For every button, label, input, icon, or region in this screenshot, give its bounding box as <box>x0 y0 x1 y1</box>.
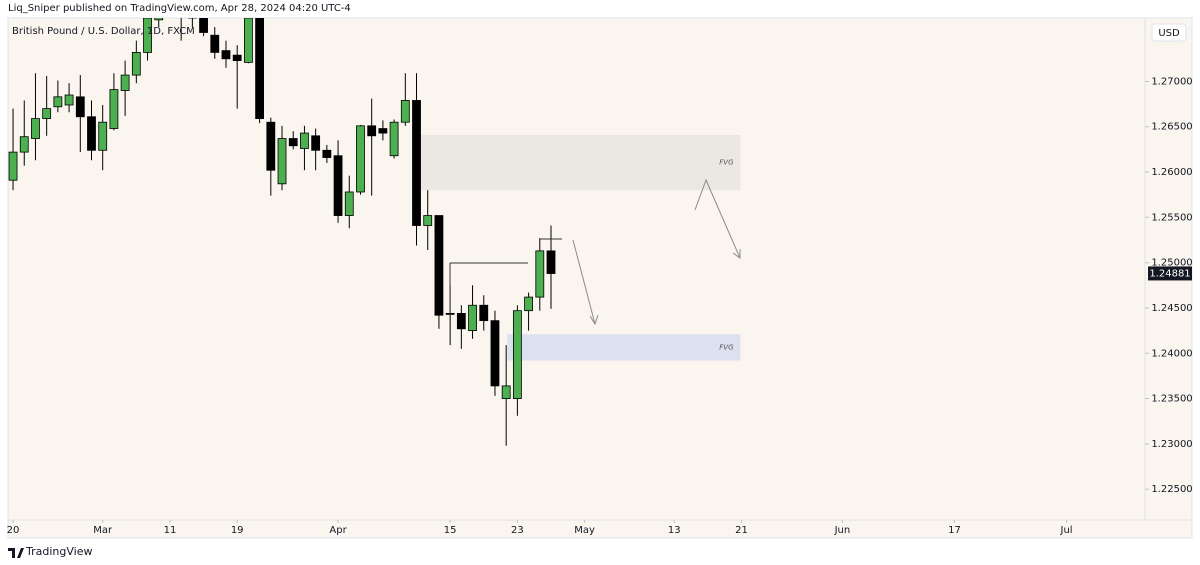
drawings <box>449 178 741 326</box>
candle-body <box>512 310 522 399</box>
candle-body <box>166 0 174 9</box>
plot-area: FVG FVG <box>8 0 741 446</box>
y-tick-label: 1.27000 <box>1151 76 1192 87</box>
x-tick-label: 23 <box>511 525 524 536</box>
candle-body <box>199 18 208 33</box>
candle-body <box>423 215 433 226</box>
chart: FVG FVG British Pound / U.S. Dollar, 1D, … <box>7 0 1193 539</box>
footer-brand: TradingView <box>26 545 93 558</box>
candle-body <box>42 108 52 119</box>
fvg-zone <box>507 334 741 361</box>
candle-body <box>210 34 220 53</box>
x-tick-label: 20 <box>7 525 20 536</box>
y-tick-label: 1.23000 <box>1151 439 1192 450</box>
candle-body <box>19 136 29 153</box>
currency-button[interactable] <box>1151 23 1187 42</box>
candle-body <box>322 149 332 158</box>
fvg-label: FVG <box>719 159 734 167</box>
x-tick-label: 19 <box>231 525 244 536</box>
candle-body <box>300 132 309 149</box>
x-tick-label: Apr <box>329 525 347 536</box>
candle-body <box>177 0 185 9</box>
currency-label[interactable]: USD <box>1158 28 1180 39</box>
arrow <box>694 178 741 259</box>
candle-body <box>333 155 343 216</box>
x-tick-label: Jun <box>834 525 851 536</box>
last-price-tag <box>1148 266 1192 281</box>
logo <box>8 548 24 558</box>
candle-body <box>524 296 533 312</box>
y-tick-label: 1.22500 <box>1151 484 1192 495</box>
y-tick-label: 1.25000 <box>1151 258 1192 269</box>
candle-body <box>221 50 231 60</box>
last-price-label: 1.24881 <box>1149 268 1190 279</box>
y-tick-label: 1.24500 <box>1151 303 1192 314</box>
publish-info: Liq_Sniper published on TradingView.com,… <box>8 3 351 14</box>
candle-body <box>154 18 164 21</box>
x-tick-label: 17 <box>948 525 961 536</box>
arrow <box>572 239 599 326</box>
candle-body <box>187 18 197 19</box>
y-tick-label: 1.24000 <box>1151 348 1192 359</box>
candle-body <box>367 125 377 137</box>
symbol-legend: British Pound / U.S. Dollar, 1D, FXCM <box>12 26 195 37</box>
fvg-zone <box>419 134 741 191</box>
candle-body <box>53 96 63 108</box>
chart-background <box>7 17 1193 539</box>
fvg-label: FVG <box>719 343 734 351</box>
candle-body <box>400 100 410 123</box>
x-tick-label: Jul <box>1060 525 1073 536</box>
candle-body <box>468 304 477 332</box>
y-tick-label: 1.26000 <box>1151 167 1192 178</box>
y-tick-label: 1.25500 <box>1151 212 1192 223</box>
candle-body <box>479 304 489 322</box>
candle-body <box>98 121 108 151</box>
candle-body <box>266 121 276 171</box>
candle-body <box>75 96 85 118</box>
candle-body <box>412 100 421 226</box>
candle-body <box>356 125 365 193</box>
candle-body <box>535 250 545 298</box>
candle-body <box>456 313 466 330</box>
candle-body <box>389 121 399 157</box>
candle-body <box>490 320 500 387</box>
candle-body <box>255 18 265 119</box>
candle-body <box>288 138 298 147</box>
candle-body <box>143 18 152 53</box>
candle-body <box>87 116 96 151</box>
candle-body <box>131 52 141 76</box>
candle-body <box>277 138 287 185</box>
candle-body <box>244 18 253 63</box>
candle-body <box>8 151 18 181</box>
candle-body <box>232 54 242 61</box>
candle-body <box>311 135 321 151</box>
candle-body <box>546 250 556 274</box>
candle-body <box>434 215 444 316</box>
x-tick-label: 13 <box>668 525 681 536</box>
candle-body <box>378 128 388 134</box>
y-tick-label: 1.26500 <box>1151 122 1192 133</box>
x-tick-label: 21 <box>735 525 748 536</box>
candle-body <box>109 89 119 129</box>
y-tick-label: 1.23500 <box>1151 394 1192 405</box>
candle-body <box>120 74 130 91</box>
candle-body <box>31 118 40 139</box>
candle-body <box>501 385 511 399</box>
candle-body <box>64 94 74 106</box>
x-tick-label: May <box>574 525 595 536</box>
candle-body <box>344 191 354 216</box>
x-tick-label: 15 <box>444 525 457 536</box>
x-tick-label: Mar <box>93 525 113 536</box>
x-tick-label: 11 <box>164 525 177 536</box>
